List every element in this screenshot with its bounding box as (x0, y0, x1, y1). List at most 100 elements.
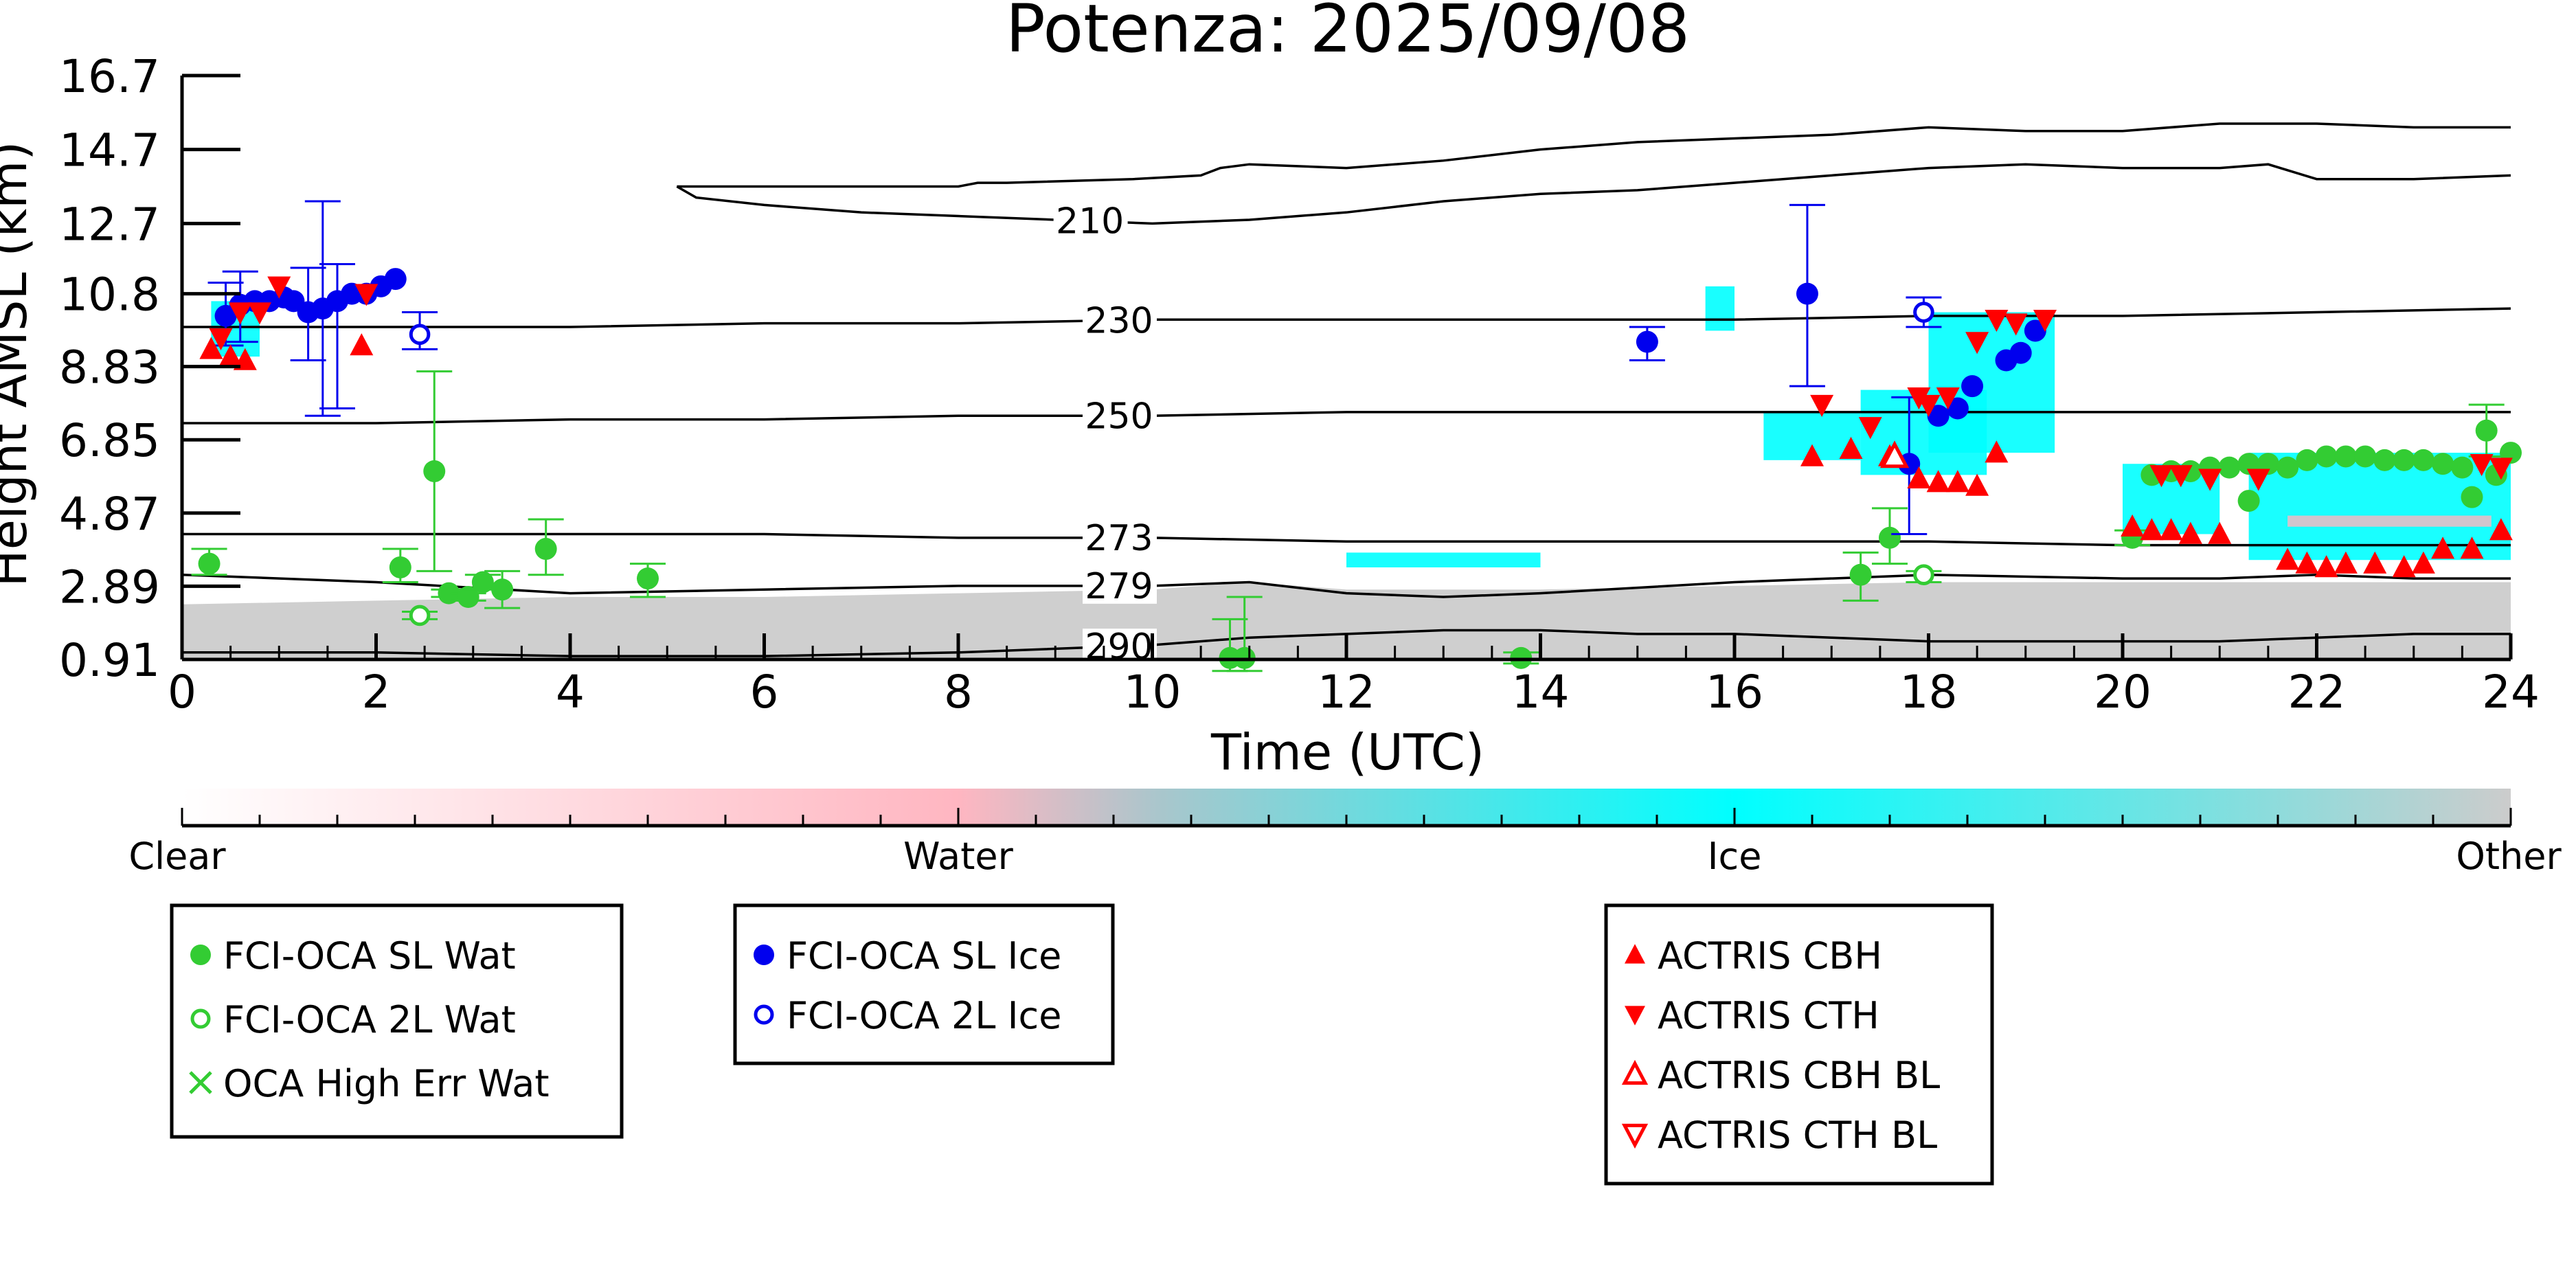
point-5-16 (2208, 521, 2232, 544)
axis-ticks: 0 2 4 6 8 10 12 14 16 18 20 22 240.912.894.876.858.8… (59, 50, 2540, 719)
point-5-2 (233, 348, 257, 370)
legend-marker-0-2 (189, 1071, 212, 1094)
point-4-0 (409, 324, 431, 346)
y-tick-label-6.85: 6.85 (59, 414, 160, 467)
contour-line-1 (677, 122, 2511, 188)
x-tick-label-16: 16 (1706, 666, 1763, 719)
x-tick-label-18: 18 (1900, 666, 1958, 719)
axes (180, 76, 2511, 662)
y-tick-label-4.87: 4.87 (59, 488, 160, 541)
point-0-31 (2432, 453, 2454, 475)
series-fci-oca-2l-wat (402, 564, 1942, 626)
chart-title: Potenza: 2025/09/08 (1006, 0, 1690, 67)
contour-label-230: 230 (1085, 300, 1153, 341)
point-6-0 (209, 328, 233, 351)
legend-label-2-0: ACTRIS CBH (1658, 934, 1882, 978)
x-tick-label-6: 6 (750, 666, 779, 719)
point-3-20 (2009, 341, 2032, 364)
point-5-3 (350, 333, 374, 356)
point-6-12 (2033, 310, 2057, 332)
legend-ice: FCI-OCA SL Ice FCI-OCA 2L Ice (733, 903, 1115, 1065)
colorbar-label-water: Water (903, 835, 1013, 878)
point-0-34 (2475, 419, 2498, 442)
point-0-23 (2276, 456, 2299, 479)
contour-line-3 (182, 411, 2511, 425)
colorbar-label-clear: Clear (128, 835, 226, 878)
series-fci-oca-sl-ice (207, 200, 2046, 536)
point-5-15 (2178, 521, 2202, 544)
point-0-7 (534, 538, 557, 561)
point-5-24 (2431, 536, 2455, 559)
legend-marker-0-0 (190, 945, 211, 965)
point-0-1 (389, 556, 411, 578)
point-5-17 (2276, 547, 2300, 570)
y-tick-label-16.7: 16.7 (59, 50, 160, 103)
temperature-contours: 210 230 250 273 279 290 (182, 122, 2511, 668)
point-0-6 (491, 578, 514, 601)
point-5-4 (1800, 444, 1824, 466)
point-6-15 (2169, 465, 2193, 488)
series-actris-cbh-bl (1879, 440, 1910, 468)
point-5-23 (2411, 551, 2435, 574)
legend-water-frame (170, 903, 624, 1139)
legend-marker-2-0 (1625, 944, 1645, 964)
point-5-1 (218, 344, 242, 367)
contour-line-5 (182, 573, 2511, 598)
point-6-9 (1965, 332, 1989, 354)
point-0-4 (457, 586, 479, 609)
point-0-28 (2373, 449, 2396, 471)
point-0-33 (2461, 486, 2483, 508)
legend-label-2-1: ACTRIS CTH (1658, 994, 1879, 1037)
point-0-32 (2451, 456, 2474, 479)
point-6-4 (354, 284, 379, 306)
point-3-21 (2024, 319, 2046, 342)
point-6-13 (1907, 387, 1931, 410)
point-0-5 (471, 571, 494, 594)
contour-label-bg-2 (1083, 302, 1157, 339)
region-ice-2 (1705, 286, 1735, 331)
legend-marker-2-2 (1621, 1059, 1649, 1085)
point-4-1 (1913, 302, 1934, 323)
point-6-19 (2489, 457, 2513, 480)
point-1-0 (409, 605, 431, 626)
legend-label-0-0: FCI-OCA SL Wat (223, 934, 516, 978)
colorbar-label-ice: Ice (1708, 835, 1762, 878)
y-tick-label-0.91: 0.91 (59, 634, 160, 687)
x-tick-label-8: 8 (944, 666, 973, 719)
point-0-25 (2315, 445, 2338, 468)
point-5-13 (2140, 518, 2164, 541)
point-6-16 (2198, 468, 2222, 491)
legend-label-2-3: ACTRIS CTH BL (1658, 1114, 1937, 1157)
legend-label-0-1: FCI-OCA 2L Wat (223, 998, 516, 1041)
point-5-14 (2159, 518, 2183, 541)
point-5-22 (2392, 555, 2416, 578)
legend-actris: ACTRIS CBH ACTRIS CTH ACTRIS CBH BL ACTRIS … (1604, 903, 1994, 1186)
point-0-2 (423, 460, 446, 482)
point-0-8 (637, 567, 659, 590)
point-6-5 (1810, 394, 1834, 417)
point-1-1 (1913, 564, 1934, 586)
point-0-26 (2334, 445, 2357, 468)
point-5-10 (1965, 473, 1989, 496)
contour-label-290: 290 (1085, 626, 1153, 668)
point-7-0 (1879, 440, 1910, 468)
contour-label-bg-4 (1083, 519, 1157, 556)
y-tick-label-10.8: 10.8 (59, 269, 160, 321)
y-tick-label-12.7: 12.7 (59, 198, 160, 251)
colorbar-ticks (181, 808, 2512, 826)
point-6-17 (2246, 468, 2270, 491)
point-5-20 (2334, 551, 2358, 574)
point-0-30 (2412, 449, 2434, 471)
contour-line-6 (182, 629, 2511, 657)
x-tick-label-24: 24 (2482, 666, 2540, 719)
point-5-26 (2489, 518, 2513, 541)
point-5-18 (2295, 551, 2319, 574)
point-0-27 (2354, 445, 2377, 468)
x-tick-label-22: 22 (2288, 666, 2346, 719)
point-3-18 (1961, 375, 1984, 398)
point-6-11 (2004, 313, 2028, 336)
point-0-29 (2393, 449, 2415, 471)
legend-marker-1-1 (754, 1004, 774, 1025)
y-axis-label: Height AMSL (km) (0, 142, 38, 587)
